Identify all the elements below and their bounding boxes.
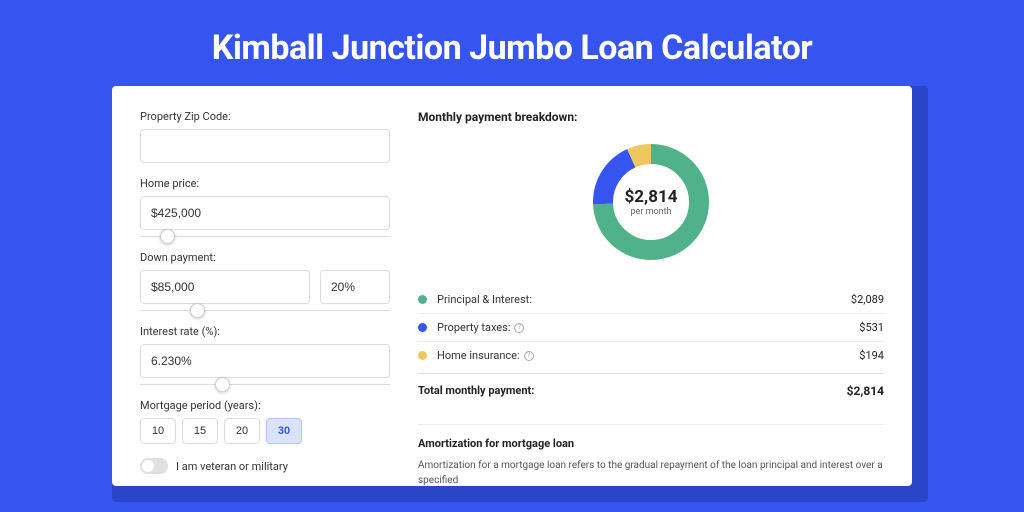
amortization-title: Amortization for mortgage loan <box>418 424 884 450</box>
interest-rate-slider[interactable] <box>140 384 390 385</box>
calculator-card-wrap: Property Zip Code: Home price: Down paym… <box>112 86 912 486</box>
legend-dot <box>418 295 427 304</box>
period-field-group: Mortgage period (years): 10152030 <box>140 399 390 444</box>
info-icon[interactable]: ? <box>514 323 524 333</box>
total-label: Total monthly payment: <box>418 384 847 398</box>
donut-chart: $2,814 per month <box>591 142 711 262</box>
legend-value: $194 <box>859 349 884 362</box>
home-price-slider[interactable] <box>140 236 390 237</box>
period-button-10[interactable]: 10 <box>140 418 176 444</box>
breakdown-column: Monthly payment breakdown: $2,814 per mo… <box>390 110 884 486</box>
down-payment-slider[interactable] <box>140 310 390 311</box>
period-button-15[interactable]: 15 <box>182 418 218 444</box>
zip-label: Property Zip Code: <box>140 110 390 123</box>
down-payment-field-group: Down payment: <box>140 251 390 311</box>
period-button-20[interactable]: 20 <box>224 418 260 444</box>
down-payment-pct-input[interactable] <box>320 270 390 304</box>
donut-sublabel: per month <box>625 207 678 217</box>
veteran-toggle-row: I am veteran or military <box>140 458 390 474</box>
donut-center: $2,814 per month <box>625 187 678 217</box>
amortization-text: Amortization for a mortgage loan refers … <box>418 458 884 486</box>
legend-label: Home insurance:? <box>437 349 859 362</box>
legend-dot <box>418 323 427 332</box>
calculator-card: Property Zip Code: Home price: Down paym… <box>112 86 912 486</box>
interest-rate-field-group: Interest rate (%): <box>140 325 390 385</box>
down-payment-label: Down payment: <box>140 251 390 264</box>
legend-row: Home insurance:?$194 <box>418 342 884 369</box>
period-button-row: 10152030 <box>140 418 390 444</box>
donut-chart-wrap: $2,814 per month <box>418 142 884 262</box>
home-price-input[interactable] <box>140 196 390 230</box>
home-price-label: Home price: <box>140 177 390 190</box>
veteran-label: I am veteran or military <box>176 460 288 473</box>
period-label: Mortgage period (years): <box>140 399 390 412</box>
veteran-toggle[interactable] <box>140 458 168 474</box>
legend-row: Principal & Interest:$2,089 <box>418 286 884 314</box>
legend-dot <box>418 351 427 360</box>
home-price-field-group: Home price: <box>140 177 390 237</box>
donut-amount: $2,814 <box>625 187 678 207</box>
breakdown-title: Monthly payment breakdown: <box>418 110 884 124</box>
down-payment-input[interactable] <box>140 270 310 304</box>
zip-field-group: Property Zip Code: <box>140 110 390 163</box>
total-value: $2,814 <box>847 384 884 398</box>
zip-input[interactable] <box>140 129 390 163</box>
legend-label: Principal & Interest: <box>437 293 851 306</box>
form-column: Property Zip Code: Home price: Down paym… <box>140 110 390 486</box>
interest-rate-input[interactable] <box>140 344 390 378</box>
interest-rate-label: Interest rate (%): <box>140 325 390 338</box>
home-price-slider-thumb[interactable] <box>160 229 175 244</box>
down-payment-slider-thumb[interactable] <box>190 303 205 318</box>
info-icon[interactable]: ? <box>524 351 534 361</box>
legend-label: Property taxes:? <box>437 321 859 334</box>
period-button-30[interactable]: 30 <box>266 418 302 444</box>
legend-list: Principal & Interest:$2,089Property taxe… <box>418 286 884 369</box>
total-row: Total monthly payment: $2,814 <box>418 373 884 408</box>
page-title: Kimball Junction Jumbo Loan Calculator <box>0 0 1024 86</box>
legend-row: Property taxes:?$531 <box>418 314 884 342</box>
legend-value: $2,089 <box>851 293 884 306</box>
interest-rate-slider-thumb[interactable] <box>215 377 230 392</box>
legend-value: $531 <box>859 321 884 334</box>
